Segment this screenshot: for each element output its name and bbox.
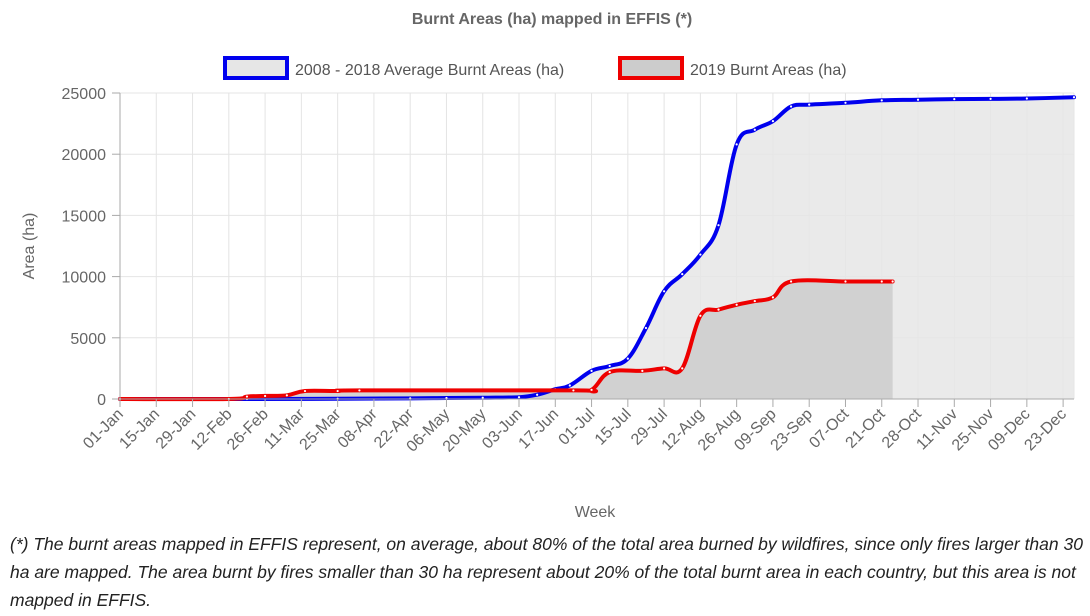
burnt-area-chart: Burnt Areas (ha) mapped in EFFIS (*) 200…: [21, 11, 1076, 521]
series-1-point-4[interactable]: [285, 394, 288, 397]
x-tick-label-7: 08-Apr: [335, 405, 381, 451]
series-0-point-11[interactable]: [608, 364, 611, 368]
y-tick-label-1: 5000: [70, 331, 106, 348]
legend-item-average[interactable]: 2008 - 2018 Average Burnt Areas (ha): [223, 56, 564, 80]
axes: [119, 93, 1074, 400]
series-1-point-8[interactable]: [572, 389, 575, 392]
series-0-point-13[interactable]: [644, 326, 648, 330]
x-tick-label-11: 03-Jun: [479, 406, 526, 453]
x-tick-label-4: 26-Feb: [224, 406, 272, 454]
series-0-point-27[interactable]: [989, 97, 992, 100]
x-tick-label-20: 07-Oct: [806, 405, 852, 451]
series-1-point-6[interactable]: [336, 389, 339, 393]
series-1-point-9[interactable]: [590, 388, 593, 391]
y-tick-label-2: 10000: [62, 270, 107, 287]
series-0-point-9[interactable]: [568, 384, 571, 387]
series-1-point-3[interactable]: [263, 394, 267, 398]
series-1-point-19[interactable]: [789, 280, 793, 283]
x-axis-title: Week: [575, 504, 617, 521]
legend-swatch-average: [223, 56, 289, 80]
series-0-point-17[interactable]: [717, 224, 720, 227]
legend-swatch-2019: [618, 56, 684, 80]
y-axis-ticks: 0 5000 10000 15000 20000 25000: [62, 86, 120, 409]
series-1-point-10[interactable]: [608, 370, 611, 374]
y-tick-label-3: 15000: [62, 208, 107, 225]
series-0-point-15[interactable]: [681, 273, 684, 276]
series-0-point-18[interactable]: [735, 143, 738, 146]
x-axis-ticks: 01-Jan15-Jan29-Jan12-Feb26-Feb11-Mar25-M…: [80, 399, 1070, 456]
x-tick-label-6: 25-Mar: [297, 405, 345, 453]
series-1-point-21[interactable]: [880, 280, 883, 283]
x-tick-label-0: 01-Jan: [80, 406, 127, 453]
series-0-point-21[interactable]: [789, 105, 793, 108]
series-area-0: [120, 97, 1074, 400]
series-0-point-29[interactable]: [1072, 96, 1076, 99]
series-area-1: [120, 280, 893, 400]
series-0-point-14[interactable]: [663, 290, 666, 293]
series-1-point-16[interactable]: [735, 303, 738, 306]
x-tick-label-14: 15-Jul: [592, 406, 635, 449]
series-1-point-15[interactable]: [717, 308, 720, 311]
series-1-point-11[interactable]: [641, 369, 644, 372]
series-1-point-18[interactable]: [771, 296, 775, 299]
series-0-point-19[interactable]: [753, 128, 756, 131]
series-0-point-24[interactable]: [880, 99, 883, 102]
chart-title: Burnt Areas (ha) mapped in EFFIS (*): [412, 11, 692, 28]
series-1-point-20[interactable]: [844, 280, 847, 283]
legend: 2008 - 2018 Average Burnt Areas (ha) 201…: [223, 56, 847, 80]
series-0-point-5[interactable]: [481, 396, 484, 399]
legend-item-2019[interactable]: 2019 Burnt Areas (ha): [618, 56, 847, 80]
x-tick-label-12: 17-Jun: [515, 406, 562, 453]
legend-label-2019: 2019 Burnt Areas (ha): [690, 62, 847, 79]
series-0-point-22[interactable]: [808, 103, 811, 106]
series-0-point-10[interactable]: [590, 369, 593, 372]
y-tick-label-5: 25000: [62, 86, 107, 103]
series-0-point-16[interactable]: [699, 253, 702, 256]
series-0-point-12[interactable]: [626, 357, 629, 360]
x-tick-label-21: 21-Oct: [843, 405, 889, 451]
series-0-point-23[interactable]: [844, 101, 847, 104]
series-1-point-17[interactable]: [753, 299, 756, 303]
series-0-point-20[interactable]: [771, 120, 775, 123]
footnote: (*) The burnt areas mapped in EFFIS repr…: [10, 534, 1083, 610]
y-tick-label-0: 0: [97, 392, 106, 409]
y-tick-label-4: 20000: [62, 147, 107, 164]
series-0-point-6[interactable]: [517, 396, 521, 399]
series-0-point-28[interactable]: [1025, 97, 1028, 100]
series-1-point-22[interactable]: [891, 280, 894, 283]
series-1-point-13[interactable]: [681, 367, 684, 370]
series-1-point-12[interactable]: [663, 367, 666, 370]
series-0-point-25[interactable]: [916, 98, 920, 101]
series-1-point-5[interactable]: [303, 389, 307, 393]
series-1-point-7[interactable]: [358, 389, 361, 392]
series-1-point-2[interactable]: [245, 395, 249, 398]
series-areas: [120, 97, 1074, 400]
x-tick-label-13: 01-Jul: [556, 406, 599, 449]
legend-label-average: 2008 - 2018 Average Burnt Areas (ha): [295, 62, 564, 79]
series-lines: [118, 95, 1076, 402]
series-1-point-14[interactable]: [699, 314, 702, 317]
series-0-point-26[interactable]: [953, 98, 956, 101]
x-tick-label-1: 15-Jan: [116, 406, 163, 453]
series-0-point-7[interactable]: [536, 393, 539, 396]
y-axis-title: Area (ha): [21, 213, 38, 280]
